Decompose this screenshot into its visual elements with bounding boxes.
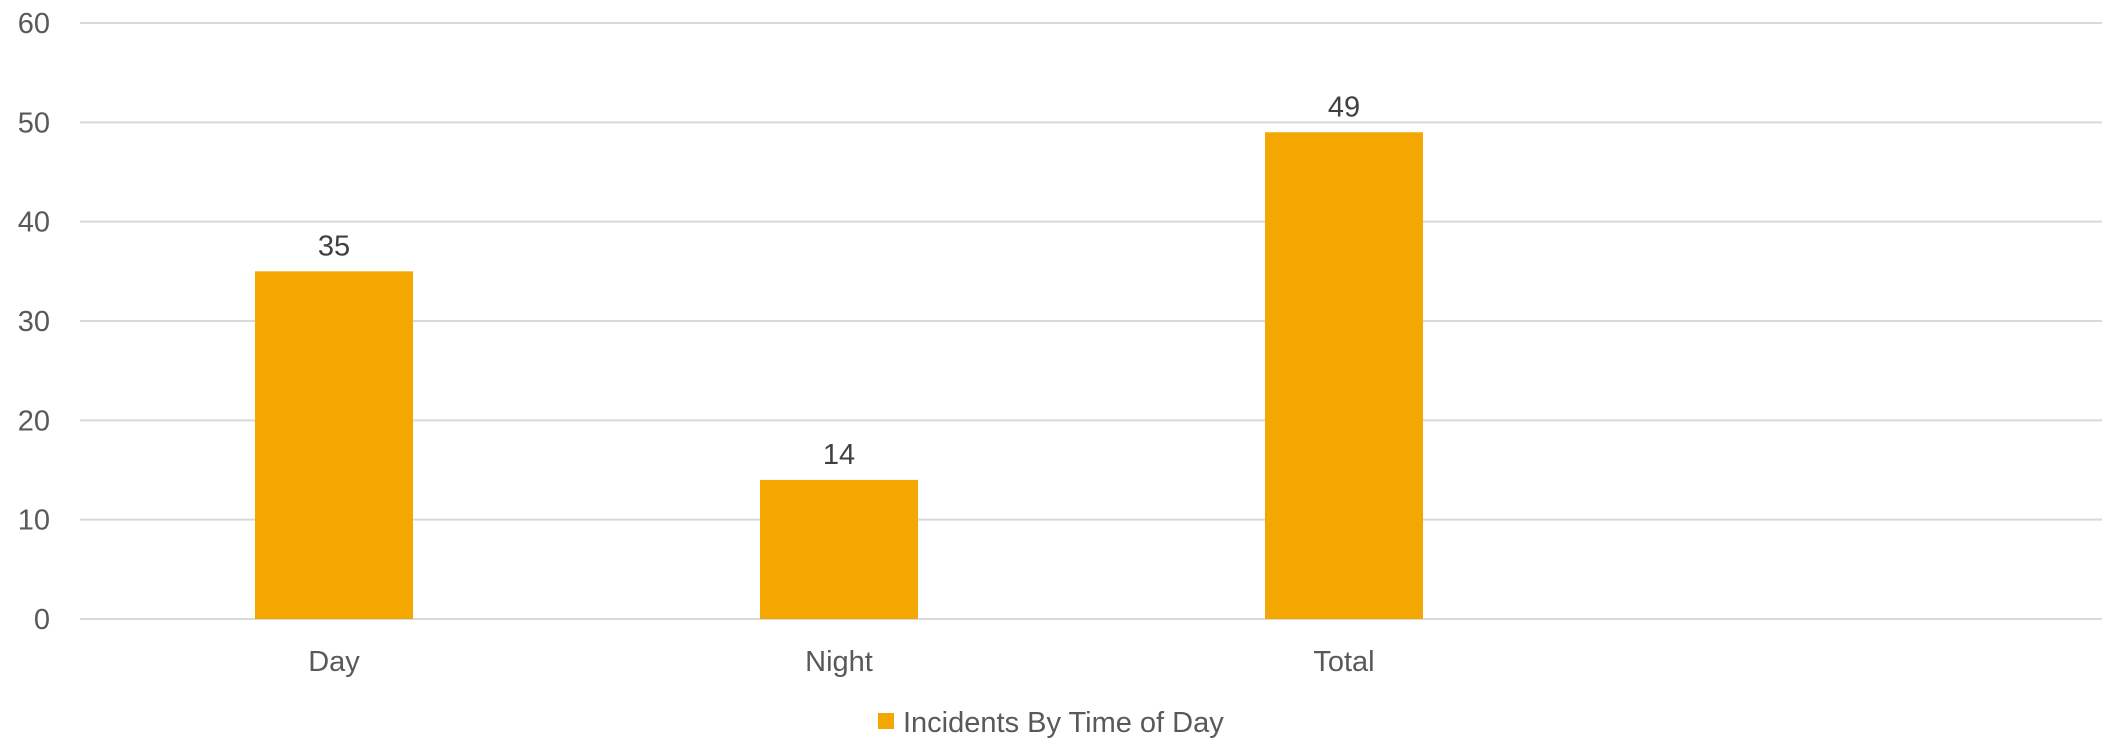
gridlines: [80, 22, 2102, 620]
legend-swatch: [878, 713, 894, 729]
bar-day: [255, 271, 413, 619]
data-label-day: 35: [318, 230, 350, 262]
data-labels: 35 14 49: [318, 91, 1360, 471]
bar-total: [1265, 132, 1423, 619]
legend-label: Incidents By Time of Day: [903, 707, 1224, 739]
legend: Incidents By Time of Day: [878, 707, 1224, 739]
y-axis-tick-labels: 0 10 20 30 40 50 60: [18, 8, 50, 636]
x-axis-category-labels: Day Night Total: [308, 646, 1374, 678]
data-label-night: 14: [823, 439, 855, 471]
y-tick-label: 60: [18, 8, 50, 40]
y-tick-label: 40: [18, 207, 50, 239]
y-tick-label: 50: [18, 107, 50, 139]
bar-night: [760, 479, 918, 619]
y-tick-label: 30: [18, 306, 50, 338]
x-category-label-night: Night: [805, 646, 873, 678]
y-tick-label: 10: [18, 505, 50, 537]
y-tick-label: 20: [18, 405, 50, 437]
x-category-label-total: Total: [1313, 646, 1374, 678]
data-label-total: 49: [1328, 91, 1360, 123]
y-tick-label: 0: [34, 604, 50, 636]
x-category-label-day: Day: [308, 646, 360, 678]
bars: [255, 132, 1423, 619]
